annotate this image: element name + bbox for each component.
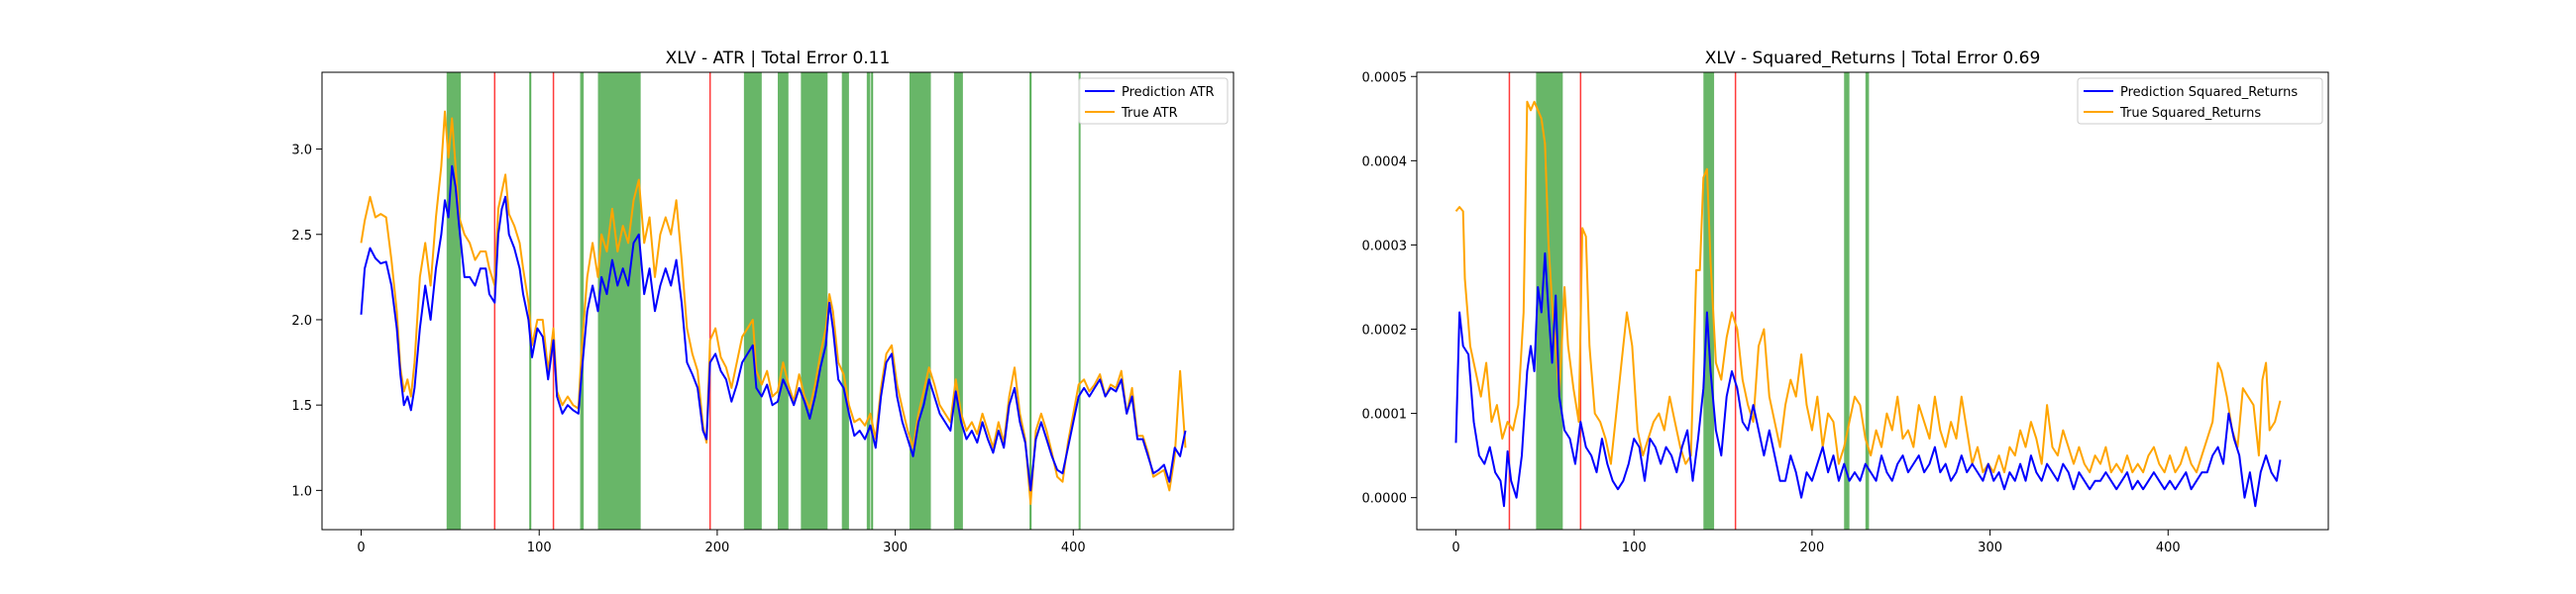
legend-label-prediction: Prediction ATR [1122, 85, 1215, 100]
anomaly-band [1078, 72, 1081, 530]
y-tick-label: 1.5 [291, 399, 312, 414]
anomaly-band [1703, 72, 1715, 530]
legend-label-prediction: Prediction Squared_Returns [2120, 85, 2298, 100]
x-tick-label: 200 [1799, 541, 1824, 555]
series-lines [1454, 100, 2282, 508]
anomaly-band [580, 72, 585, 530]
legend: Prediction Squared_Returns True Squared_… [2077, 77, 2323, 125]
y-tick-label: 3.0 [291, 144, 312, 158]
y-axis-ticks: 1.0 1.5 2.0 2.5 3.0 [291, 144, 322, 499]
highlight-bands [1508, 72, 1870, 530]
x-tick-label: 0 [1451, 541, 1459, 555]
legend-box [2077, 77, 2323, 125]
x-tick-label: 0 [357, 541, 365, 555]
anomaly-band [1865, 72, 1870, 530]
axes-frame [321, 71, 1234, 531]
anomaly-band [909, 72, 931, 530]
x-tick-label: 100 [527, 541, 552, 555]
x-tick-label: 400 [1061, 541, 1086, 555]
chart-title: XLV - ATR | Total Error 0.11 [666, 49, 891, 68]
atr-chart: XLV - ATR | Total Error 0.11 0 100 200 300 4… [291, 49, 1234, 555]
x-axis-ticks: 0 100 200 300 400 [357, 530, 1086, 555]
x-tick-label: 200 [704, 541, 729, 555]
anomaly-band [866, 72, 871, 530]
prediction-series-line [360, 164, 1187, 492]
x-tick-label: 400 [2156, 541, 2181, 555]
y-tick-label: 2.0 [291, 314, 312, 329]
x-tick-label: 100 [1622, 541, 1647, 555]
legend-label-true: True Squared_Returns [2119, 106, 2261, 121]
x-tick-label: 300 [883, 541, 908, 555]
x-tick-label: 300 [1978, 541, 2002, 555]
true-series-line [360, 110, 1187, 506]
anomaly-band [1844, 72, 1850, 530]
x-axis-ticks: 0 100 200 300 400 [1451, 530, 2181, 555]
y-tick-label: 0.0002 [1362, 324, 1408, 339]
anomaly-band [801, 72, 828, 530]
legend-box [1078, 77, 1229, 125]
series-lines [360, 110, 1187, 506]
y-tick-label: 2.5 [291, 229, 312, 244]
y-tick-label: 1.0 [291, 484, 312, 499]
y-axis-ticks: 0.0000 0.0001 0.0002 0.0003 0.0004 0.0005 [1362, 70, 1417, 507]
legend: Prediction ATR True ATR [1078, 77, 1229, 125]
anomaly-band [841, 72, 849, 530]
squared-returns-chart: XLV - Squared_Returns | Total Error 0.69… [1362, 49, 2329, 555]
y-tick-label: 0.0005 [1362, 70, 1408, 85]
y-tick-label: 0.0001 [1362, 408, 1408, 423]
y-tick-label: 0.0000 [1362, 492, 1408, 507]
y-tick-label: 0.0003 [1362, 239, 1408, 253]
anomaly-band [953, 72, 963, 530]
anomaly-band [597, 72, 641, 530]
prediction-series-line [1454, 251, 2282, 508]
anomaly-band [778, 72, 789, 530]
axes-frame [1416, 71, 2329, 531]
chart-title: XLV - Squared_Returns | Total Error 0.69 [1705, 49, 2041, 68]
legend-label-true: True ATR [1121, 106, 1178, 121]
anomaly-band [743, 72, 762, 530]
true-series-line [1454, 100, 2282, 474]
y-tick-label: 0.0004 [1362, 154, 1408, 169]
